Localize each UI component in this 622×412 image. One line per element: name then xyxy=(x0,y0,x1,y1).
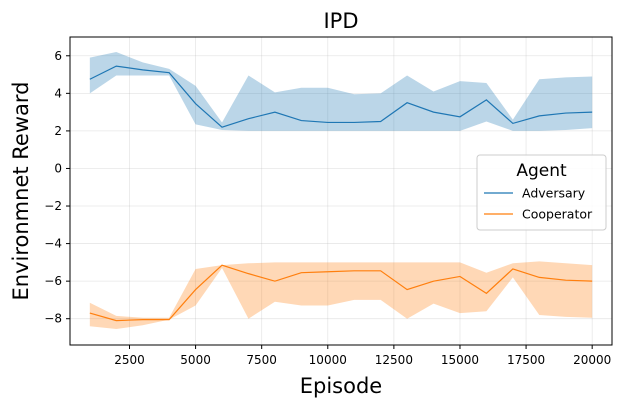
x-tick-label: 7500 xyxy=(246,353,277,367)
y-axis-ticks: 6 4 2 0 −2 −4 −6 −8 xyxy=(44,49,70,326)
x-tick-label: 10000 xyxy=(309,353,347,367)
chart-title: IPD xyxy=(323,9,358,33)
y-tick-label: 6 xyxy=(54,49,62,63)
y-tick-label: −8 xyxy=(44,312,62,326)
y-axis-label: Environmnet Reward xyxy=(9,82,33,301)
y-tick-label: 4 xyxy=(54,86,62,100)
legend-entries: Adversary Cooperator xyxy=(484,186,593,222)
cooperator-line xyxy=(89,264,593,322)
legend-label-cooperator: Cooperator xyxy=(522,207,593,222)
y-tick-label: −2 xyxy=(44,199,62,213)
adversary-band xyxy=(89,52,593,131)
y-tick-label: 0 xyxy=(54,161,62,175)
y-tick-label: −4 xyxy=(44,237,62,251)
plot-frame xyxy=(69,36,613,346)
y-tick-label: −6 xyxy=(44,274,62,288)
x-tick-label: 12500 xyxy=(375,353,413,367)
legend: Agent Adversary Cooperator xyxy=(476,154,607,231)
x-axis-ticks: 2500 5000 7500 10000 12500 15000 17500 20000 xyxy=(114,345,611,367)
adversary-line xyxy=(89,65,593,128)
legend-box xyxy=(476,154,607,231)
legend-label-adversary: Adversary xyxy=(522,186,586,201)
y-tick-label: 2 xyxy=(54,124,62,138)
x-tick-label: 5000 xyxy=(180,353,211,367)
cooperator-band xyxy=(89,261,593,330)
x-tick-label: 17500 xyxy=(507,353,545,367)
x-tick-label: 15000 xyxy=(441,353,479,367)
x-tick-label: 2500 xyxy=(114,353,145,367)
confidence-bands xyxy=(89,52,593,330)
legend-title: Agent xyxy=(516,161,567,181)
series-lines xyxy=(89,65,593,322)
x-axis-label: Episode xyxy=(300,374,382,398)
x-tick-label: 20000 xyxy=(573,353,611,367)
